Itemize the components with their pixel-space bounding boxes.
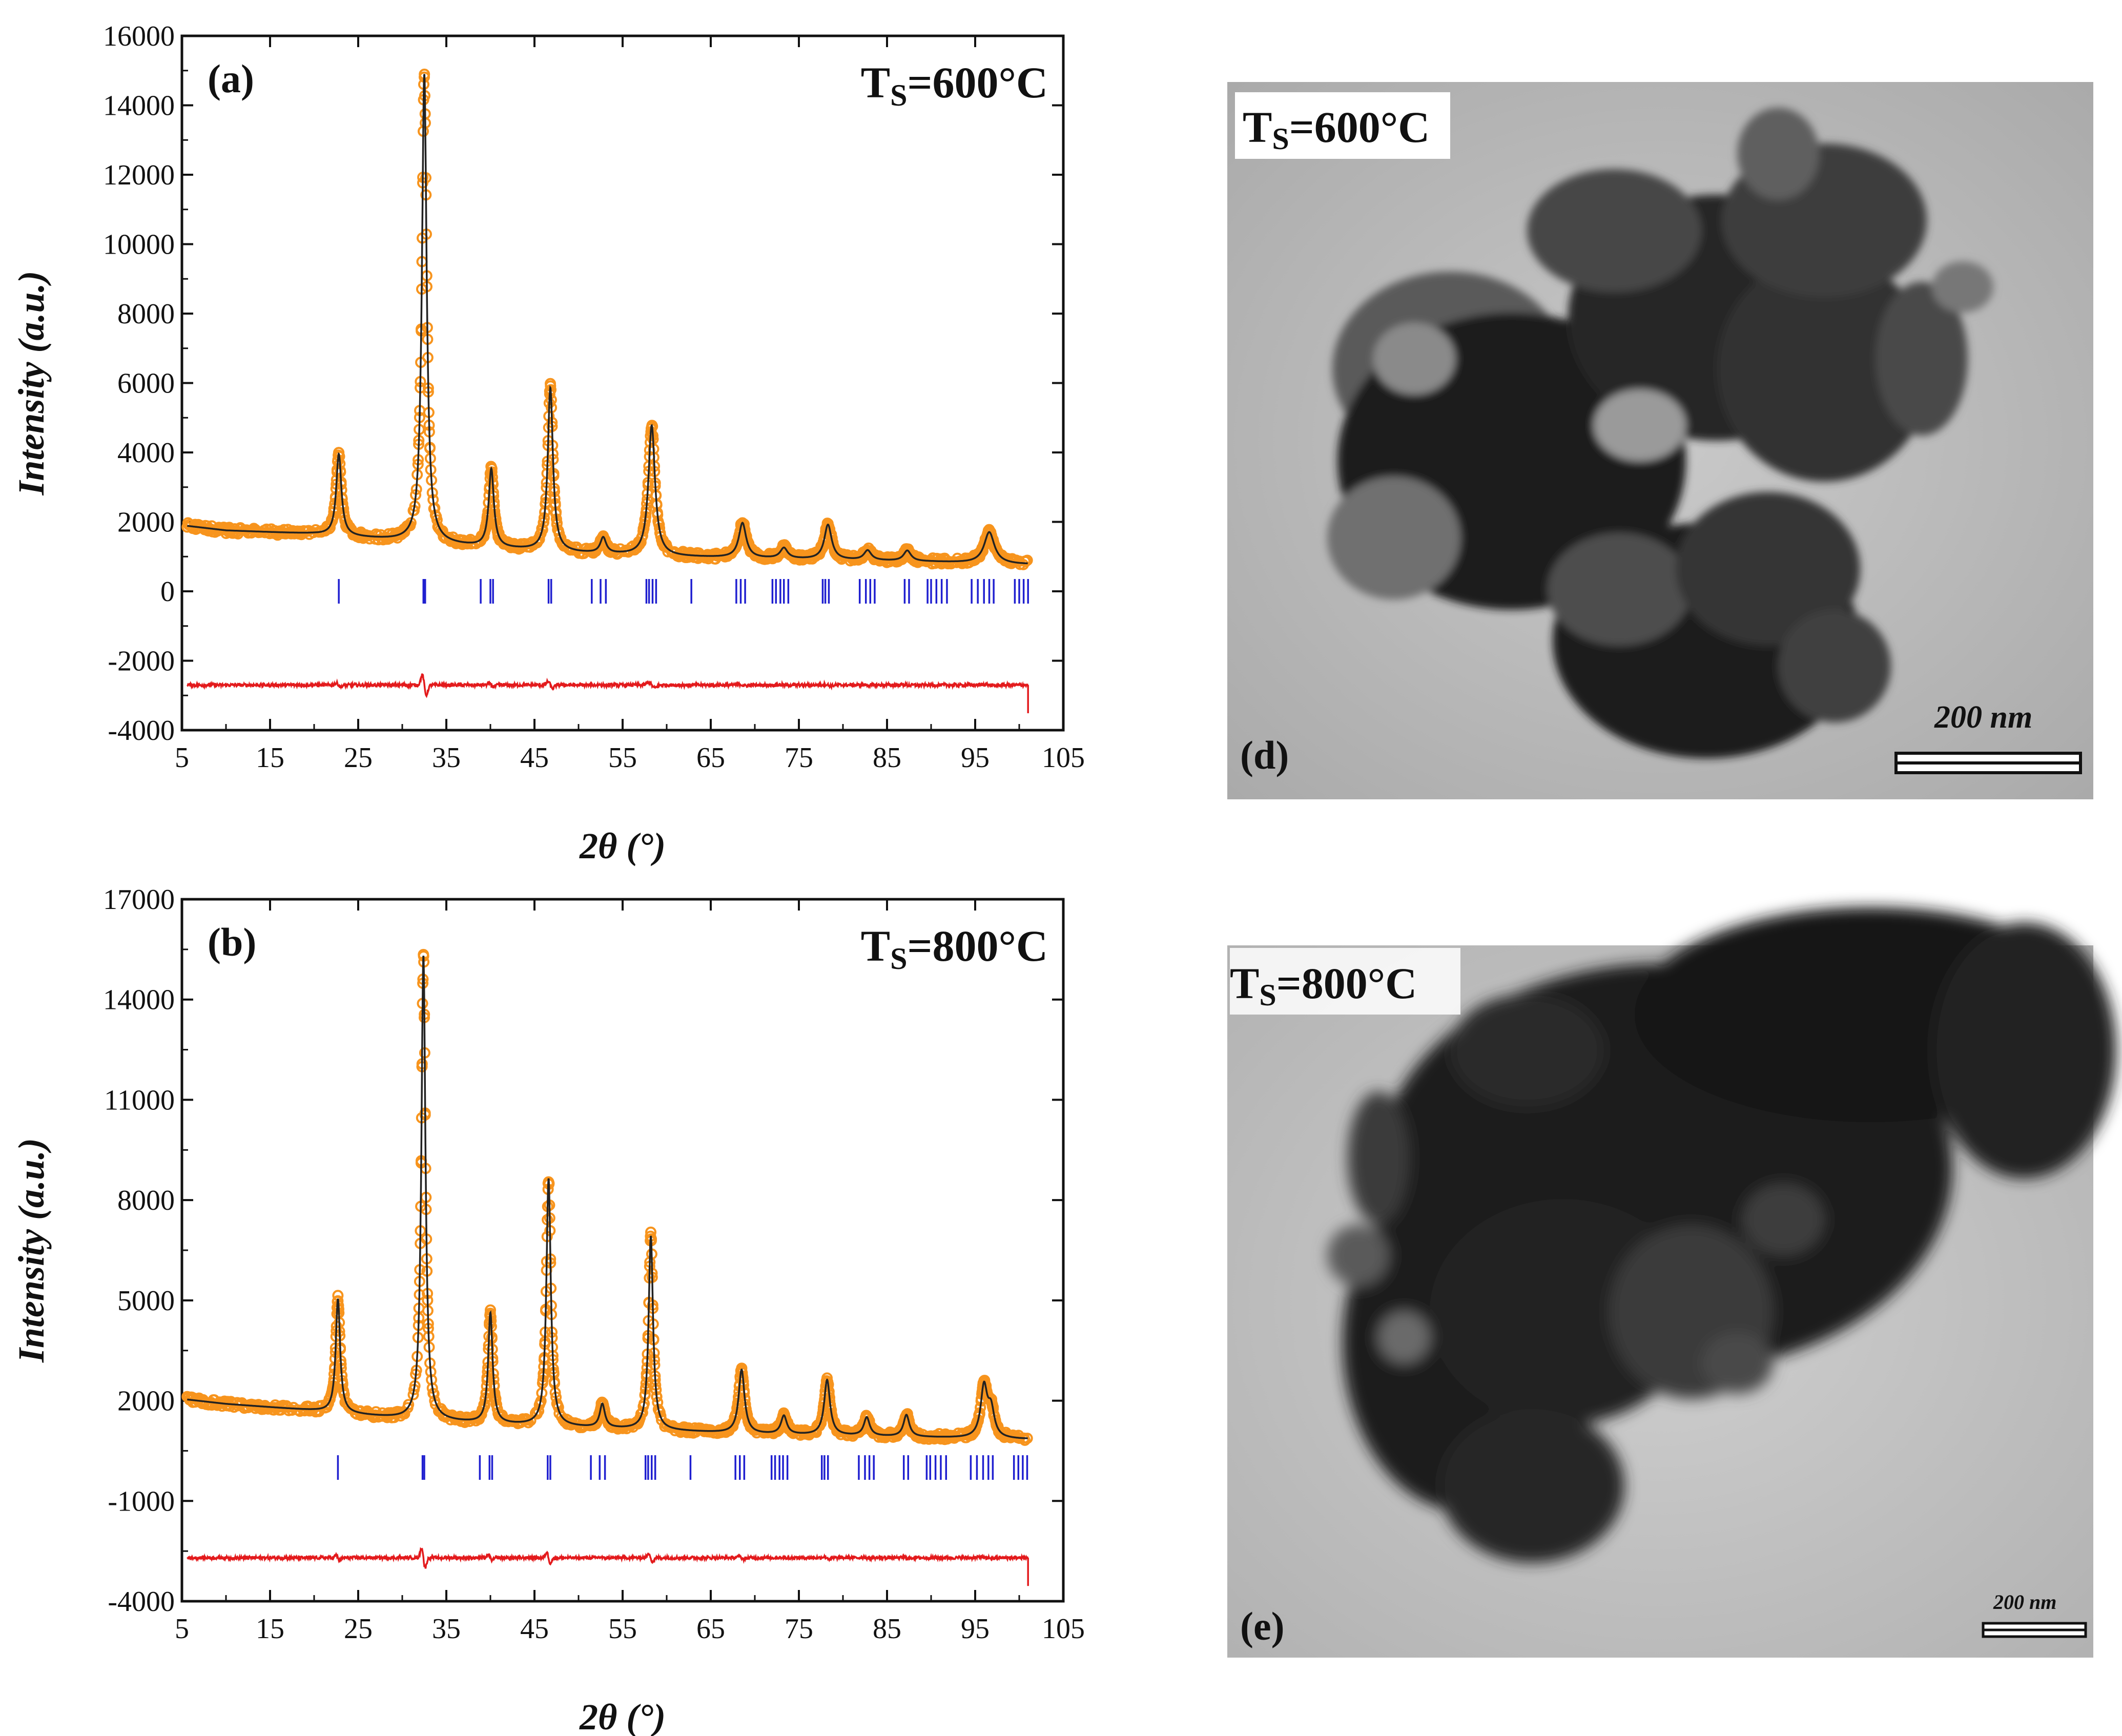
tem-d-scale-bar: [1894, 752, 2082, 774]
tem-e-title: TS=800°C: [1230, 959, 1417, 1012]
chart-a-frame: [180, 34, 1065, 732]
chart-a-observed-point: [340, 514, 352, 526]
chart-a-xtick-label: 95: [961, 742, 990, 774]
chart-b-bragg-markers: [337, 1455, 1028, 1480]
chart-b-xlabel: 2θ (°): [579, 1697, 666, 1736]
tem-d-scale-label: 200 nm: [1934, 700, 2032, 735]
tem-e-panel-label: (e): [1240, 1604, 1285, 1648]
chart-a-xtick-label: 55: [608, 742, 637, 774]
chart-b-observed-point: [403, 1399, 415, 1411]
chart-a-observed-point: [533, 533, 545, 545]
chart-a-observed-series: [181, 68, 1033, 570]
chart-a-xtick-label: 45: [520, 742, 549, 774]
chart-a-ytick-label: 4000: [117, 437, 175, 469]
tem-d-particles: [1327, 108, 1993, 758]
chart-a-difference-line: [187, 673, 1029, 698]
chart-a-title: TS=600°C: [861, 58, 1048, 112]
tem-d-panel-label: (d): [1240, 733, 1289, 777]
chart-a-ytick-label: 0: [160, 576, 175, 608]
tem-image-e: TS=800°C (e) 200 nm: [1227, 907, 2116, 1658]
chart-a-observed-point: [437, 525, 448, 537]
chart-b-xtick-label: 65: [696, 1613, 725, 1645]
chart-a-xtick-label: 75: [785, 742, 813, 774]
chart-a-ytick-label: 16000: [103, 20, 175, 52]
chart-b-observed-point: [744, 1415, 755, 1427]
chart-a-panel-label: (a): [208, 56, 254, 101]
chart-b-ytick-label: 17000: [103, 884, 175, 916]
chart-b-observed-point: [908, 1427, 920, 1438]
chart-b-xtick-label: 75: [785, 1613, 813, 1645]
chart-b-calculated-line: [187, 956, 1028, 1439]
chart-b-ytick-label: 8000: [117, 1185, 175, 1216]
chart-b-ytick-label: 2000: [117, 1386, 175, 1417]
tem-e-title-box: [1230, 948, 1460, 1015]
chart-a-observed-point: [788, 550, 799, 562]
chart-b-difference-line: [187, 1547, 1029, 1569]
chart-a-xlabel: 2θ (°): [579, 825, 666, 866]
tem-image-d: TS=600°C (d) 200 nm: [1227, 82, 2093, 799]
chart-b-observed-series: [181, 948, 1033, 1446]
chart-b-xtick-label: 25: [344, 1613, 373, 1645]
chart-a-observed-point: [746, 545, 758, 556]
xrd-chart-b: 5 15 25 35 45 55 65 75 85 95 105 -4000 -1000 2000 5000…: [11, 884, 1085, 1736]
chart-b-ytick-label: -4000: [108, 1586, 175, 1618]
chart-a-ytick-label: 6000: [117, 368, 175, 400]
chart-b-observed-point: [786, 1425, 797, 1437]
tem-e-particles: [1327, 907, 2116, 1563]
chart-a-xtick-label: 5: [175, 742, 189, 774]
chart-a-observed-point: [871, 552, 883, 564]
chart-a-observed-point: [832, 548, 843, 560]
chart-b-observed-point: [603, 1417, 615, 1429]
chart-a-ytick-label: 12000: [103, 159, 175, 191]
chart-a-xtick-label: 105: [1042, 742, 1085, 774]
chart-a-xtick-label: 85: [873, 742, 901, 774]
chart-b-observed-point: [829, 1420, 840, 1432]
chart-a-bragg-markers: [338, 579, 1029, 604]
chart-a-ytick-label: 14000: [103, 90, 175, 122]
chart-a-ytick-label: 2000: [117, 507, 175, 539]
chart-b-panel-label: (b): [208, 920, 256, 964]
chart-a-xtick-label: 35: [432, 742, 461, 774]
chart-a-observed-point: [911, 553, 923, 565]
chart-b-ylabel: Intensity (a.u.): [11, 1138, 52, 1363]
chart-a-ytick-label: -4000: [108, 715, 175, 747]
chart-b-xtick-label: 85: [873, 1613, 901, 1645]
chart-b-observed-point: [994, 1425, 1005, 1436]
chart-a-observed-point: [1021, 554, 1033, 566]
chart-b-ytick-label: -1000: [108, 1485, 175, 1517]
chart-a-observed-point: [997, 552, 1008, 564]
chart-b-ytick-label: 14000: [103, 984, 175, 1016]
chart-a-ylabel: Intensity (a.u.): [11, 271, 52, 495]
chart-a-xtick-label: 25: [344, 742, 373, 774]
xrd-chart-a: 5 15 25 35 45 55 65 75 85 95 105 -4000 -2000 0 2000 400…: [11, 20, 1085, 866]
chart-b-xtick-label: 55: [608, 1613, 637, 1645]
chart-a-observed-point: [605, 544, 616, 556]
chart-a-observed-point: [405, 517, 417, 529]
tem-e-scale-label: 200 nm: [1993, 1590, 2056, 1614]
chart-b-observed-point: [1019, 1434, 1031, 1446]
tem-e-scale-bar: [1982, 1622, 2087, 1638]
chart-b-frame: [180, 898, 1065, 1603]
chart-a-calculated-line: [187, 74, 1028, 565]
chart-b-observed-point: [869, 1427, 880, 1438]
chart-a-xtick-label: 15: [256, 742, 284, 774]
chart-b-observed-point: [523, 1417, 534, 1429]
chart-a-ytick-label: 8000: [117, 298, 175, 330]
chart-a-ytick-label: 10000: [103, 229, 175, 261]
chart-b-ytick-label: 5000: [117, 1285, 175, 1317]
chart-a-ytick-label: -2000: [108, 646, 175, 677]
chart-b-ytick-label: 11000: [104, 1084, 175, 1116]
tem-d-title: TS=600°C: [1243, 102, 1430, 156]
chart-b-xtick-label: 95: [961, 1613, 990, 1645]
chart-b-xtick-label: 45: [520, 1613, 549, 1645]
chart-b-xtick-label: 105: [1042, 1613, 1085, 1645]
chart-b-xtick-label: 15: [256, 1613, 284, 1645]
chart-b-xtick-label: 5: [175, 1613, 189, 1645]
chart-a-xtick-label: 65: [696, 742, 725, 774]
tem-d-title-box: [1235, 92, 1450, 159]
chart-b-title: TS=800°C: [861, 921, 1048, 976]
chart-b-xtick-label: 35: [432, 1613, 461, 1645]
